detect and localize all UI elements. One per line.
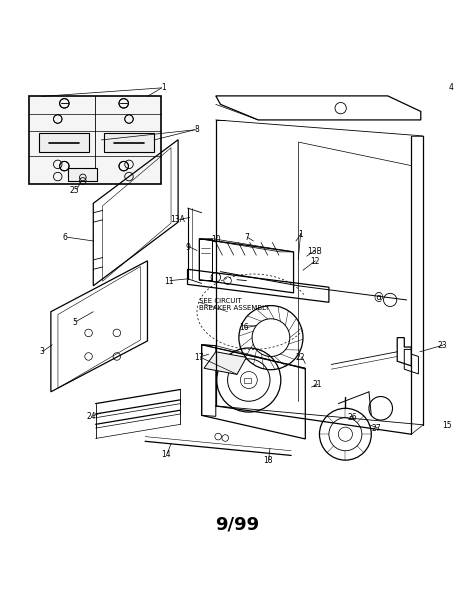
Polygon shape [204, 352, 246, 375]
Text: 9: 9 [185, 243, 190, 252]
Text: 25: 25 [70, 185, 79, 195]
Bar [68, 168, 97, 181]
Text: 17: 17 [194, 353, 204, 362]
Text: SEE CIRCUIT
BREAKER ASSEMBLY: SEE CIRCUIT BREAKER ASSEMBLY [199, 298, 270, 311]
Bar [29, 96, 161, 184]
Text: 23: 23 [437, 341, 447, 350]
Text: 13A: 13A [171, 216, 185, 224]
Text: 1: 1 [162, 84, 166, 92]
Text: 12: 12 [310, 257, 319, 266]
Text: 24: 24 [86, 412, 96, 421]
Text: 22: 22 [296, 353, 305, 362]
Text: @: @ [374, 293, 383, 303]
Bar [244, 378, 251, 383]
Text: 6: 6 [63, 233, 67, 243]
Text: 16: 16 [239, 323, 249, 332]
Text: 4: 4 [449, 84, 454, 92]
Text: 18: 18 [263, 456, 273, 465]
Text: 26: 26 [347, 413, 357, 422]
Bar [39, 133, 90, 152]
Text: 27: 27 [371, 424, 381, 433]
Text: 8: 8 [194, 125, 200, 134]
Text: 11: 11 [164, 276, 173, 286]
Text: 13B: 13B [307, 247, 322, 256]
Text: 9/99: 9/99 [215, 516, 259, 534]
Bar [104, 133, 154, 152]
Text: 15: 15 [442, 421, 452, 430]
Text: 7: 7 [244, 233, 249, 243]
Text: 3: 3 [39, 348, 44, 356]
Text: 21: 21 [312, 380, 322, 389]
Text: 10: 10 [211, 235, 220, 244]
Text: 1: 1 [298, 230, 303, 239]
Text: 5: 5 [72, 317, 77, 327]
Text: 14: 14 [162, 449, 171, 459]
